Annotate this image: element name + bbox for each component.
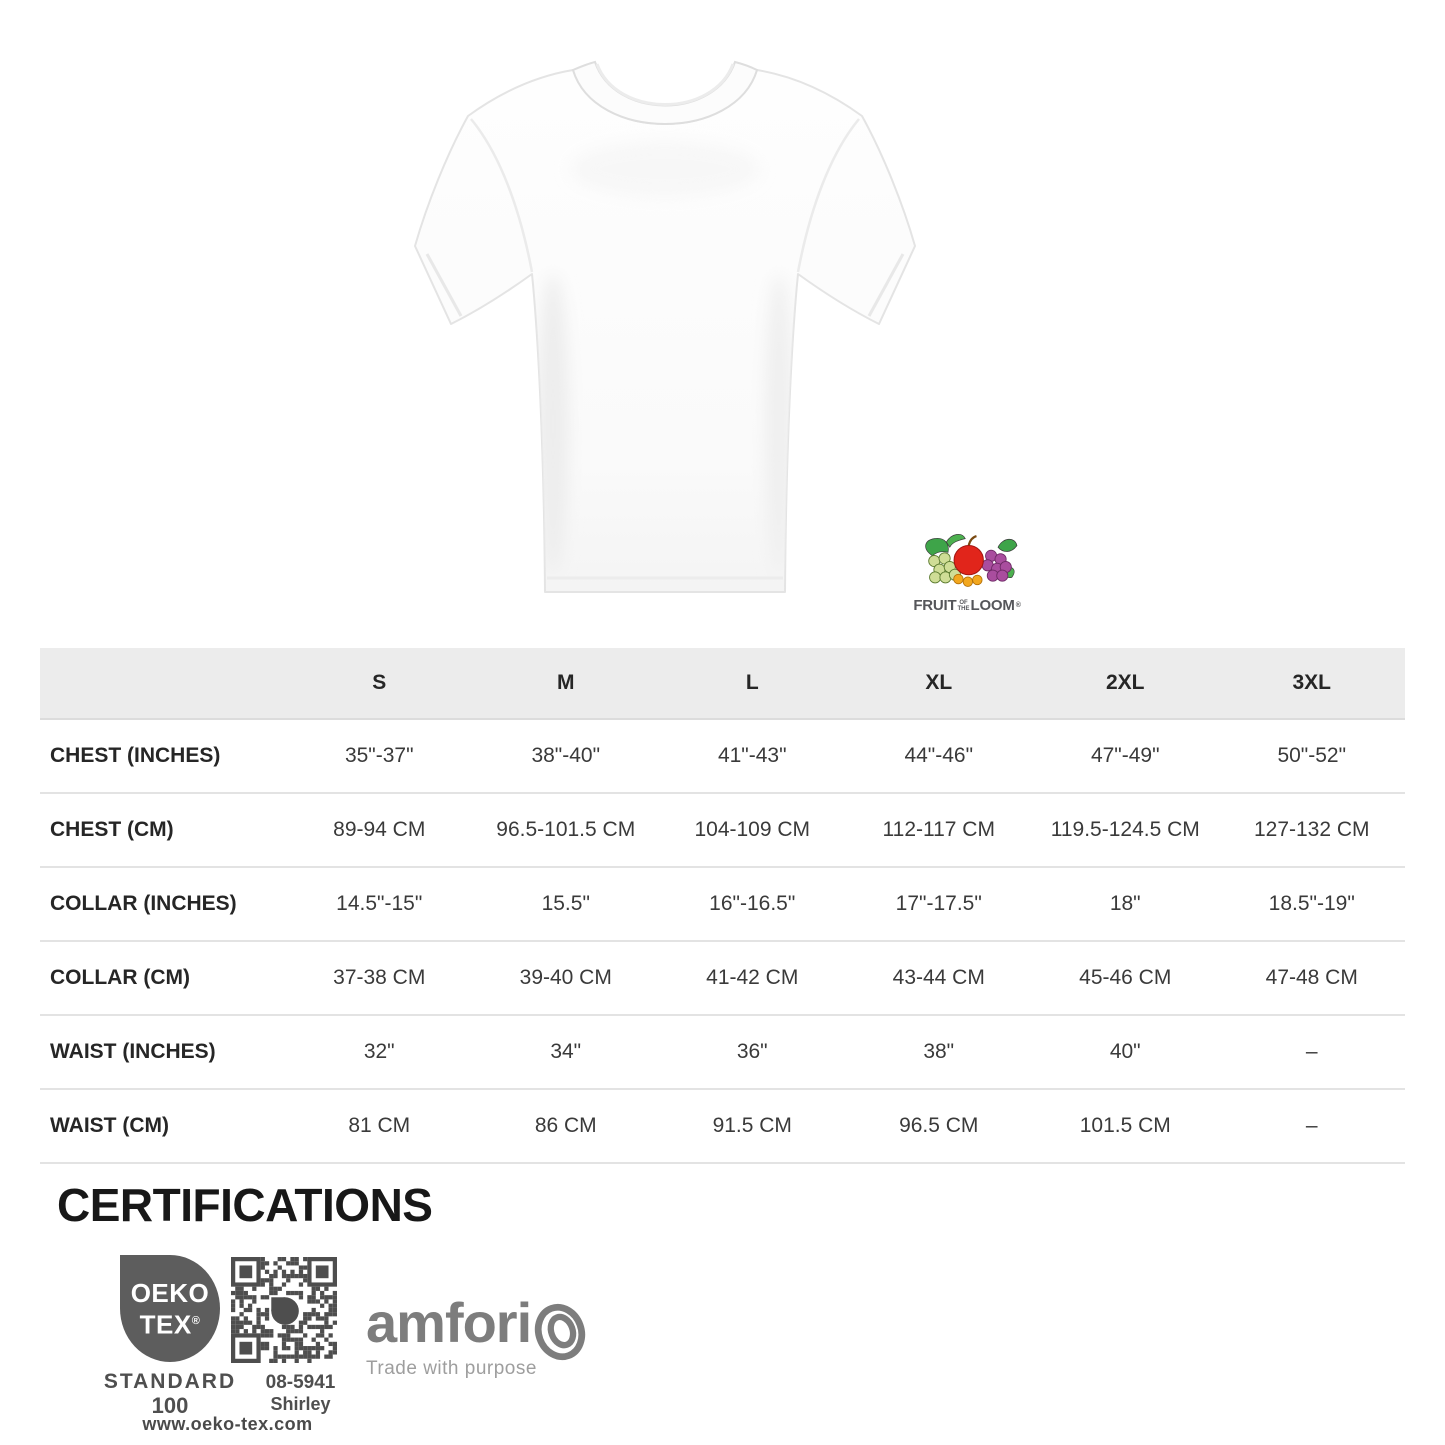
tshirt-image — [414, 60, 916, 593]
fruit-cluster-icon — [925, 534, 1018, 587]
oeko-standard-label: STANDARD 100 — [95, 1370, 245, 1418]
fotl-of: OF — [959, 599, 968, 606]
size-cell: 15.5" — [541, 892, 590, 915]
oeko-cert-name: Shirley — [270, 1394, 331, 1414]
size-cell: 96.5-101.5 CM — [496, 818, 636, 841]
amfori-spiral-icon — [534, 1303, 586, 1361]
size-cell: 32" — [363, 1040, 395, 1063]
size-cell: 36" — [736, 1040, 768, 1063]
col-header-2xl: 2XL — [1032, 648, 1219, 720]
size-cell: 44"-46" — [904, 744, 974, 767]
size-cell: 47-48 CM — [1265, 966, 1358, 989]
size-chart-table: S M L XL 2XL 3XL CHEST (INCHES) 35"-37" … — [40, 648, 1405, 1164]
size-cell: 104-109 CM — [694, 818, 811, 841]
size-cell: 50"-52" — [1277, 744, 1347, 767]
size-cell: – — [1305, 1040, 1318, 1063]
row-label: COLLAR (CM) — [50, 966, 190, 989]
fotl-loom: LOOM — [970, 597, 1015, 614]
fruit-of-the-loom-wordmark: FRUIT OF THE LOOM ® — [908, 598, 1026, 613]
oeko-standard-word: STANDARD — [103, 1370, 237, 1393]
row-label: CHEST (CM) — [50, 818, 174, 841]
row-label: COLLAR (INCHES) — [50, 892, 237, 915]
col-header-xl: XL — [845, 648, 1032, 720]
fotl-the: THE — [957, 605, 970, 612]
table-row-collar-inches: COLLAR (INCHES) 14.5"-15" 15.5" 16"-16.5… — [40, 867, 1405, 941]
size-cell: 14.5"-15" — [336, 892, 423, 915]
product-photo — [405, 18, 925, 630]
size-cell: 119.5-124.5 CM — [1050, 818, 1200, 841]
size-cell: 17"-17.5" — [895, 892, 982, 915]
oeko-tex-drop-icon: OEKO TEX® — [120, 1255, 220, 1362]
size-cell: 41"-43" — [717, 744, 787, 767]
fruit-of-the-loom-logo: FRUIT OF THE LOOM ® — [908, 530, 1026, 613]
amfori-wordmark: amfori — [366, 1291, 532, 1354]
size-table-corner — [40, 648, 286, 720]
size-cell: 16"-16.5" — [709, 892, 796, 915]
table-row-chest-cm: CHEST (CM) 89-94 CM 96.5-101.5 CM 104-10… — [40, 793, 1405, 867]
table-row-waist-inches: WAIST (INCHES) 32" 34" 36" 38" 40" – — [40, 1015, 1405, 1089]
fotl-fruit: FRUIT — [913, 597, 957, 614]
table-row-chest-inches: CHEST (INCHES) 35"-37" 38"-40" 41"-43" 4… — [40, 719, 1405, 793]
col-header-l: L — [659, 648, 846, 720]
oeko-line2: TEX® — [139, 1309, 201, 1340]
fotl-registered: ® — [1015, 602, 1021, 609]
amfori-tagline: Trade with purpose — [366, 1358, 537, 1379]
certifications-heading: CERTIFICATIONS — [57, 1179, 433, 1231]
table-row-waist-cm: WAIST (CM) 81 CM 86 CM 91.5 CM 96.5 CM 1… — [40, 1089, 1405, 1163]
size-cell: 112-117 CM — [882, 818, 995, 841]
oeko-standard-number: 100 — [151, 1393, 189, 1418]
row-label: CHEST (INCHES) — [50, 744, 221, 767]
size-cell: 34" — [550, 1040, 582, 1063]
col-header-s: S — [286, 648, 473, 720]
size-cell: 127-132 CM — [1253, 818, 1370, 841]
row-label: WAIST (CM) — [50, 1114, 169, 1137]
col-header-3xl: 3XL — [1218, 648, 1405, 720]
col-header-m: M — [472, 648, 659, 720]
oeko-cert-number: 08-5941 — [265, 1372, 336, 1393]
size-cell: 43-44 CM — [892, 966, 985, 989]
size-cell: 41-42 CM — [706, 966, 799, 989]
size-cell: 39-40 CM — [519, 966, 612, 989]
size-cell: 96.5 CM — [899, 1114, 979, 1137]
size-cell: 40" — [1109, 1040, 1141, 1063]
size-cell: 18.5"-19" — [1268, 892, 1355, 915]
oeko-line1: OEKO — [130, 1277, 210, 1308]
amfori-logo: amfori Trade with purpose — [366, 1292, 537, 1380]
oeko-registered: ® — [191, 1314, 201, 1327]
qr-code-icon — [231, 1257, 337, 1363]
size-cell: 86 CM — [534, 1114, 597, 1137]
size-cell: 18" — [1109, 892, 1141, 915]
size-cell: 35"-37" — [344, 744, 414, 767]
table-row-collar-cm: COLLAR (CM) 37-38 CM 39-40 CM 41-42 CM 4… — [40, 941, 1405, 1015]
oeko-cert-id: 08-5941 Shirley — [248, 1372, 353, 1415]
size-cell: 38" — [923, 1040, 955, 1063]
size-cell: 47"-49" — [1090, 744, 1160, 767]
size-cell: 81 CM — [348, 1114, 411, 1137]
size-table-header-row: S M L XL 2XL 3XL — [40, 648, 1405, 720]
size-cell: 89-94 CM — [333, 818, 426, 841]
size-cell: 91.5 CM — [712, 1114, 792, 1137]
size-cell: 101.5 CM — [1079, 1114, 1171, 1137]
row-label: WAIST (INCHES) — [50, 1040, 216, 1063]
size-cell: 38"-40" — [531, 744, 601, 767]
oeko-website: www.oeko-tex.com — [142, 1414, 313, 1434]
size-cell: – — [1305, 1114, 1318, 1137]
size-cell: 37-38 CM — [333, 966, 426, 989]
size-cell: 45-46 CM — [1079, 966, 1172, 989]
